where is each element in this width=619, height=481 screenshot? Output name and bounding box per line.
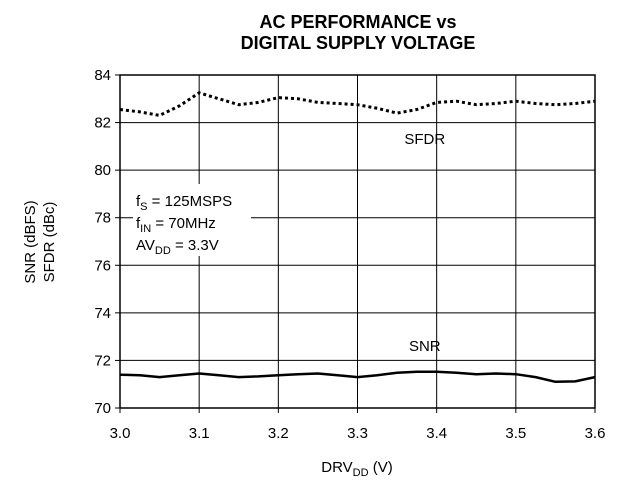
x-axis-tick-labels: 3.0 3.1 3.2 3.3 3.4 3.5 3.6 (110, 425, 606, 442)
x-tick-label: 3.1 (189, 425, 210, 442)
x-axis-label: DRVDD (V) (321, 459, 392, 479)
chart-title-line1: AC PERFORMANCE vs (259, 12, 456, 32)
axis-ticks (115, 74, 596, 413)
x-tick-label: 3.2 (268, 425, 289, 442)
y-axis-label-line1: SNR (dBFS) (22, 200, 39, 283)
conditions-background (133, 184, 251, 256)
sfdr-series-label: SFDR (404, 131, 445, 148)
y-tick-label: 82 (94, 115, 111, 132)
x-tick-label: 3.3 (347, 425, 368, 442)
x-axis-label-unit: (V) (369, 459, 393, 476)
x-tick-label: 3.0 (110, 425, 131, 442)
snr-series-line (119, 370, 596, 384)
y-axis-label: SNR (dBFS) SFDR (dBc) (22, 200, 58, 283)
y-tick-label: 78 (94, 210, 111, 227)
series-lines (119, 91, 596, 384)
x-tick-label: 3.6 (585, 425, 606, 442)
x-tick-label: 3.4 (426, 425, 447, 442)
x-tick-label: 3.5 (505, 425, 526, 442)
y-tick-label: 72 (94, 352, 111, 369)
y-tick-label: 84 (94, 67, 111, 84)
y-tick-label: 74 (94, 305, 111, 322)
snr-series-label: SNR (409, 338, 441, 355)
plot-frame (119, 74, 596, 409)
y-tick-label: 70 (94, 400, 111, 417)
y-axis-tick-labels: 70 72 74 76 78 80 82 84 (94, 67, 111, 417)
condition-line: AVDD = 3.3V (136, 237, 219, 257)
x-axis-label-sub: DD (353, 467, 369, 479)
y-axis-label-line2: SFDR (dBc) (41, 202, 58, 283)
chart-title-line2: DIGITAL SUPPLY VOLTAGE (241, 33, 476, 53)
y-tick-label: 76 (94, 257, 111, 274)
sfdr-series-line (119, 91, 596, 117)
series-labels: SFDR SNR (404, 131, 445, 355)
y-tick-label: 80 (94, 162, 111, 179)
condition-line: fS = 125MSPS (136, 193, 232, 213)
condition-line: fIN = 70MHz (136, 215, 216, 235)
x-axis-label-main: DRV (321, 459, 352, 476)
